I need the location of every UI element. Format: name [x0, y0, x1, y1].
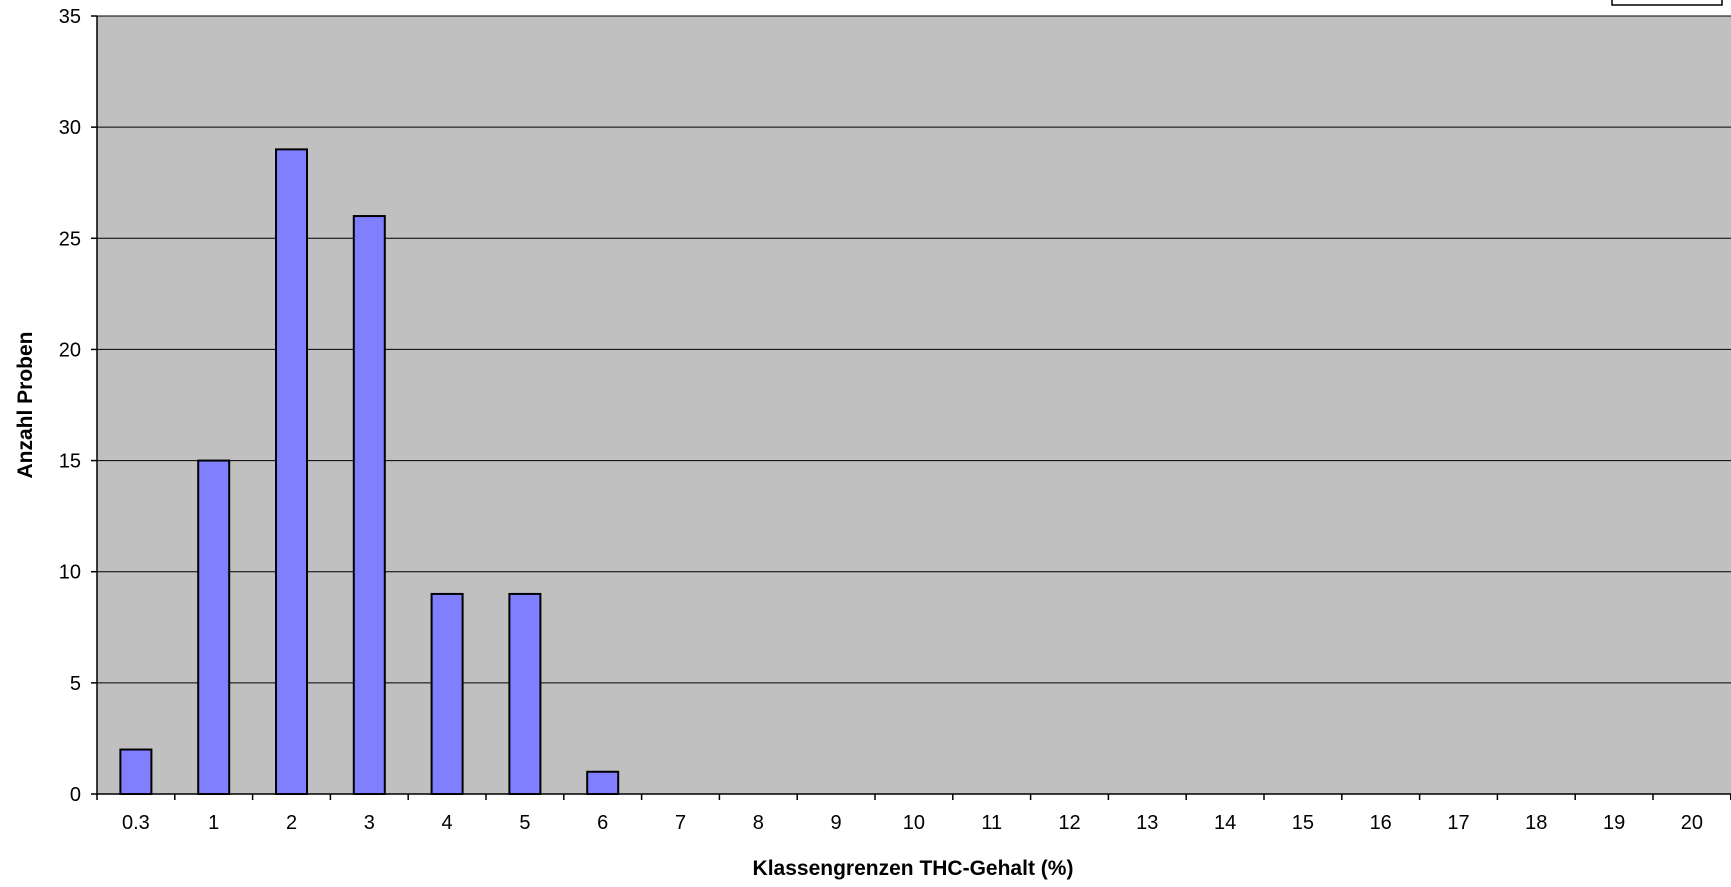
x-tick-label: 14 [1214, 812, 1236, 834]
y-tick-label: 15 [59, 451, 81, 473]
x-tick-label: 3 [364, 812, 375, 834]
plot-area [97, 16, 1731, 794]
bar-2 [275, 148, 308, 796]
x-tick-label: 11 [981, 812, 1002, 834]
legend-box [1611, 0, 1723, 6]
bar-5 [508, 592, 542, 796]
bar-0.3 [119, 748, 153, 795]
x-tick-label: 16 [1370, 812, 1392, 834]
x-tick-label: 17 [1447, 812, 1469, 834]
x-tick-label: 1 [208, 812, 219, 834]
x-tick-label: 8 [753, 812, 764, 834]
x-tick-label: 9 [831, 812, 842, 834]
bar-6 [586, 770, 620, 795]
bar-4 [430, 592, 464, 796]
x-tick-label: 5 [519, 812, 530, 834]
x-axis-ticks: 0.3 1 2 3 4 5 6 7 8 9 10 11 12 13 14 15 16 17 18 19 20 [122, 812, 1703, 834]
x-tick-label: 13 [1136, 812, 1158, 834]
y-tick-label: 0 [70, 784, 81, 806]
x-tick-label: 18 [1525, 812, 1547, 834]
x-tick-label: 7 [675, 812, 686, 834]
x-tick-label: 2 [286, 812, 297, 834]
y-tick-label: 20 [59, 339, 81, 361]
x-tick-label: 12 [1058, 812, 1080, 834]
x-tick-label: 19 [1603, 812, 1625, 834]
bar-3 [352, 215, 386, 796]
x-tick-label: 0.3 [122, 812, 150, 834]
x-tick-label: 4 [442, 812, 453, 834]
bar-1 [197, 459, 231, 795]
x-tick-label: 20 [1681, 812, 1703, 834]
y-tick-label: 5 [70, 673, 81, 695]
y-tick-label: 25 [59, 228, 81, 250]
bars [119, 148, 620, 796]
x-tick-label: 15 [1292, 812, 1314, 834]
axes [91, 15, 1731, 800]
y-axis-ticks: 0 5 10 15 20 25 30 35 [59, 6, 81, 806]
y-tick-label: 10 [59, 562, 81, 584]
x-tick-label: 10 [903, 812, 925, 834]
y-axis-title: Anzahl Proben [14, 331, 37, 478]
x-axis-title: Klassengrenzen THC-Gehalt (%) [753, 857, 1074, 880]
x-tick-label: 6 [597, 812, 608, 834]
y-tick-label: 30 [59, 117, 81, 139]
y-tick-label: 35 [59, 6, 81, 28]
